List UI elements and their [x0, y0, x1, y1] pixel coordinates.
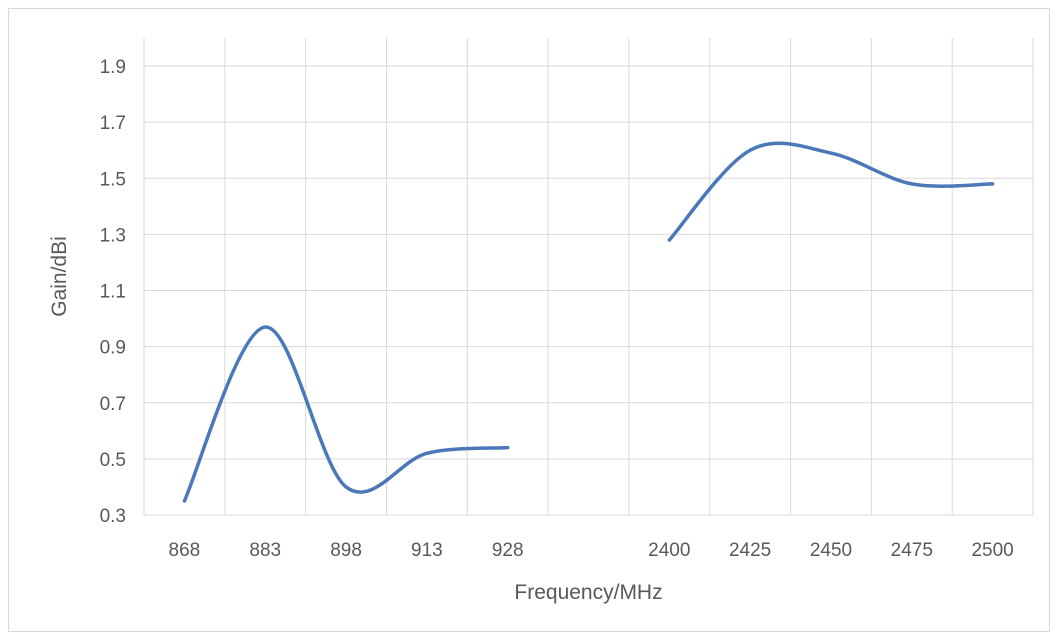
x-tick-label: 2475 [891, 540, 933, 561]
series-layer [182, 141, 995, 503]
x-tick-label: 868 [169, 540, 201, 561]
x-tick-label: 928 [492, 540, 524, 561]
x-tick-label: 883 [249, 540, 281, 561]
y-tick-label: 0.3 [100, 506, 126, 527]
x-tick-label: 2450 [810, 540, 852, 561]
y-tick-label: 0.5 [100, 450, 126, 471]
x-axis-ticks: 868 883 898 913 928 2400 2425 2450 2475 2500 [169, 540, 1014, 561]
y-tick-label: 1.3 [100, 225, 126, 246]
y-tick-label: 0.9 [100, 338, 126, 359]
y-tick-label: 1.7 [100, 113, 126, 134]
y-tick-label: 1.9 [100, 57, 126, 78]
x-tick-label: 2500 [971, 540, 1013, 561]
y-tick-label: 1.5 [100, 169, 126, 190]
y-axis-title: Gain/dBi [48, 236, 71, 317]
y-tick-label: 1.1 [100, 282, 126, 303]
series-line-segment [667, 141, 995, 242]
chart-frame [8, 8, 1050, 632]
series-line-segment [182, 325, 510, 503]
x-tick-label: 898 [330, 540, 362, 561]
x-tick-label: 2400 [648, 540, 690, 561]
y-tick-label: 0.7 [100, 394, 126, 415]
x-axis-title: Frequency/MHz [514, 581, 662, 604]
y-axis-ticks: 0.3 0.5 0.7 0.9 1.1 1.3 1.5 1.7 1.9 [100, 57, 126, 527]
gridlines [143, 38, 1034, 516]
x-tick-label: 2425 [729, 540, 771, 561]
x-tick-label: 913 [411, 540, 443, 561]
